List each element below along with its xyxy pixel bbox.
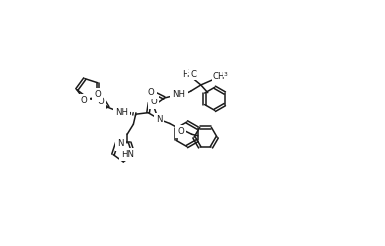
Text: N: N xyxy=(117,139,124,149)
Text: CH: CH xyxy=(213,72,225,81)
Text: H: H xyxy=(182,70,189,79)
Text: O: O xyxy=(148,88,154,97)
Text: HN: HN xyxy=(121,150,134,159)
Text: NH: NH xyxy=(172,91,186,99)
Text: O: O xyxy=(97,97,104,107)
Text: 3: 3 xyxy=(187,69,191,74)
Text: O: O xyxy=(81,96,87,105)
Text: O: O xyxy=(94,91,101,99)
Text: C: C xyxy=(190,70,196,79)
Text: 3: 3 xyxy=(224,72,228,77)
Text: O: O xyxy=(150,97,157,107)
Text: O: O xyxy=(177,127,184,136)
Text: NH: NH xyxy=(115,108,128,117)
Text: N: N xyxy=(156,115,162,124)
